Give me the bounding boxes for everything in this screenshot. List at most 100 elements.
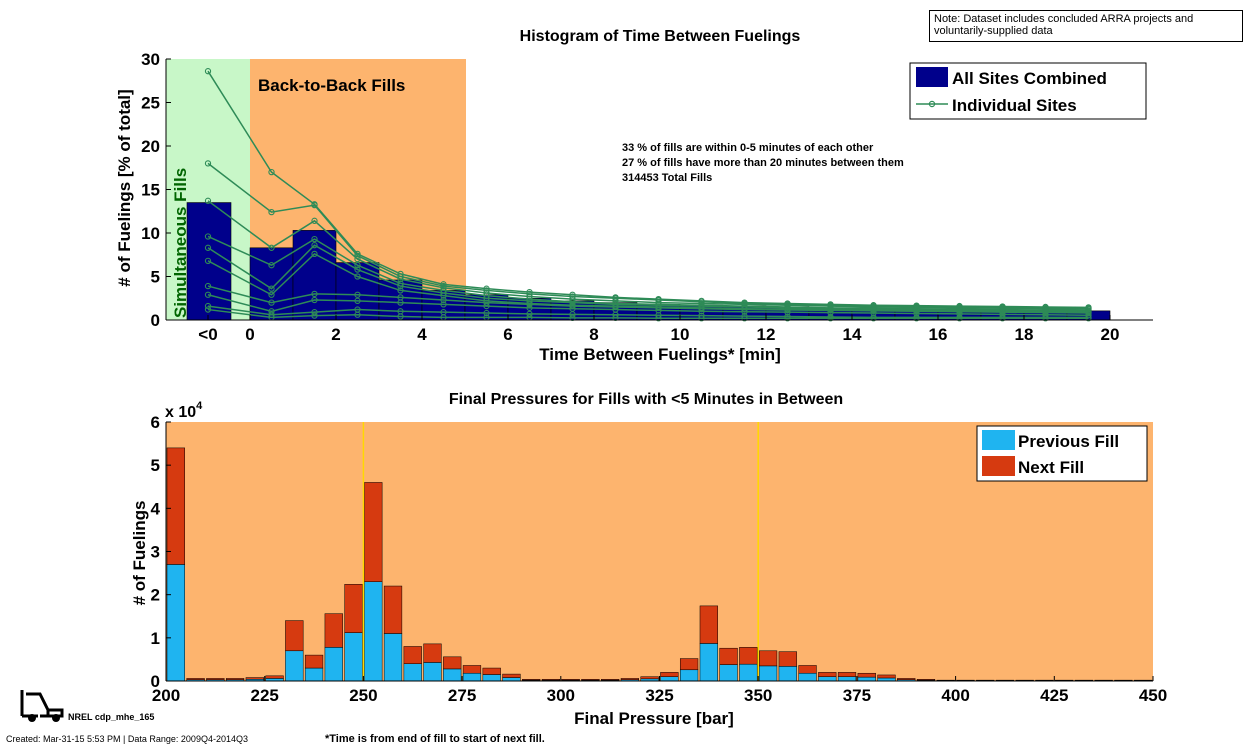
bar-previous-fill xyxy=(837,676,857,682)
individual-site-line xyxy=(207,252,1089,313)
individual-site-point xyxy=(311,202,318,209)
pressure-ylabel: # of Fuelings xyxy=(130,501,149,606)
individual-site-point xyxy=(397,275,404,283)
bar-previous-fill xyxy=(798,672,817,682)
bar-next-fill xyxy=(877,674,896,679)
y-tick-label: 15 xyxy=(141,181,160,200)
bar-next-fill xyxy=(581,679,600,681)
x-tick-label: 425 xyxy=(1040,686,1068,705)
pressure-xlabel: Final Pressure [bar] xyxy=(574,709,734,728)
y-tick-label: 6 xyxy=(151,413,160,432)
y-tick-label: 0 xyxy=(151,311,160,330)
bar-next-fill xyxy=(719,647,738,665)
bar-previous-fill xyxy=(403,663,422,682)
x-tick-label: 16 xyxy=(929,325,948,344)
histogram-title: Histogram of Time Between Fuelings xyxy=(520,28,801,45)
individual-site-point xyxy=(354,262,361,269)
y-tick-label: 25 xyxy=(141,94,160,113)
y-tick-label: 3 xyxy=(151,543,160,562)
individual-site-point xyxy=(268,291,275,298)
x-tick-label: 18 xyxy=(1015,325,1034,344)
individual-site-line xyxy=(207,70,1089,309)
bar-next-fill xyxy=(482,667,501,675)
individual-site-point xyxy=(204,302,212,310)
individual-site-point xyxy=(268,308,275,315)
bar-previous-fill xyxy=(443,668,462,682)
bar-previous-fill xyxy=(285,650,304,682)
individual-site-point xyxy=(440,292,447,299)
annotation-pct-over-20: 27 % of fills have more than 20 minutes … xyxy=(622,157,904,169)
individual-site-point xyxy=(311,242,318,249)
x-tick-label: 275 xyxy=(448,686,476,705)
individual-site-point xyxy=(397,282,404,290)
individual-site-point xyxy=(268,168,275,176)
individual-site-point xyxy=(784,315,791,322)
bar-previous-fill xyxy=(383,633,403,682)
individual-site-point xyxy=(204,68,212,75)
bar-previous-fill xyxy=(304,667,324,682)
individual-site-point xyxy=(397,313,404,320)
bar-next-fill xyxy=(225,678,245,680)
bar-next-fill xyxy=(324,613,343,648)
bar-all-sites xyxy=(292,230,337,321)
bar-next-fill xyxy=(462,665,482,674)
individual-site-point xyxy=(311,250,318,258)
individual-site-point xyxy=(913,315,920,322)
individual-site-point xyxy=(354,266,361,273)
bar-previous-fill xyxy=(324,647,343,682)
bar-next-fill xyxy=(620,678,640,680)
individual-site-point xyxy=(354,273,361,280)
pressure-axes: 0 1 2 3 4 5 6 200 225 250 275 300 325 350 375 400 425 450 xyxy=(151,413,1168,705)
histogram-ylabel: # of Fuelings [% of total] xyxy=(115,89,134,286)
individual-site-point xyxy=(354,255,361,263)
individual-site-point xyxy=(268,208,275,216)
bar-previous-fill xyxy=(482,674,501,682)
individual-site-point xyxy=(354,311,361,318)
individual-site-point xyxy=(526,304,533,311)
bar-next-fill xyxy=(837,672,857,677)
bar-next-fill xyxy=(916,679,936,681)
y-tick-label: 0 xyxy=(151,672,160,691)
x-tick-label: 20 xyxy=(1101,325,1120,344)
pressure-legend: Previous Fill Next Fill xyxy=(976,425,1148,482)
individual-site-point xyxy=(204,197,212,204)
bar-previous-fill xyxy=(660,676,679,682)
bar-next-fill xyxy=(679,658,699,671)
bar-next-fill xyxy=(265,675,284,679)
histogram-xlabel: Time Between Fuelings* [min] xyxy=(539,345,781,364)
y-tick-label: 5 xyxy=(151,456,160,475)
individual-site-point xyxy=(204,244,212,251)
individual-site-point xyxy=(268,262,275,269)
forklift-logo xyxy=(20,690,64,722)
bar-next-fill xyxy=(798,665,817,674)
individual-site-line xyxy=(207,308,1089,320)
legend-label-previous-fill: Previous Fill xyxy=(1018,432,1119,451)
legend-swatch-previous-fill xyxy=(982,430,1015,450)
bar-next-fill xyxy=(699,605,718,644)
individual-site-point xyxy=(526,301,533,308)
x-tick-label: 12 xyxy=(757,325,776,344)
x-tick-label: <0 xyxy=(198,325,217,344)
individual-site-point xyxy=(268,244,275,251)
individual-sites-lines xyxy=(204,68,1092,322)
individual-site-point xyxy=(204,282,212,290)
bar-next-fill xyxy=(640,676,659,680)
individual-site-point xyxy=(204,291,212,298)
pressure-bars xyxy=(166,447,1153,682)
individual-site-point xyxy=(440,296,447,304)
x-tick-label: 4 xyxy=(417,325,427,344)
individual-site-point xyxy=(956,310,963,318)
individual-site-point xyxy=(397,299,404,306)
bar-next-fill xyxy=(660,672,679,677)
individual-site-point xyxy=(956,315,963,322)
legend-label-individual-sites: Individual Sites xyxy=(952,96,1077,115)
region-label-simultaneous: Simultaneous Fills xyxy=(171,168,190,318)
bar-next-fill xyxy=(502,673,521,678)
individual-site-line xyxy=(207,294,1089,316)
legend-label-next-fill: Next Fill xyxy=(1018,458,1084,477)
x-tick-label: 14 xyxy=(843,325,862,344)
individual-site-point xyxy=(204,233,212,240)
individual-site-point xyxy=(483,302,490,310)
x-tick-label: 225 xyxy=(251,686,279,705)
y-tick-label: 5 xyxy=(151,268,160,287)
